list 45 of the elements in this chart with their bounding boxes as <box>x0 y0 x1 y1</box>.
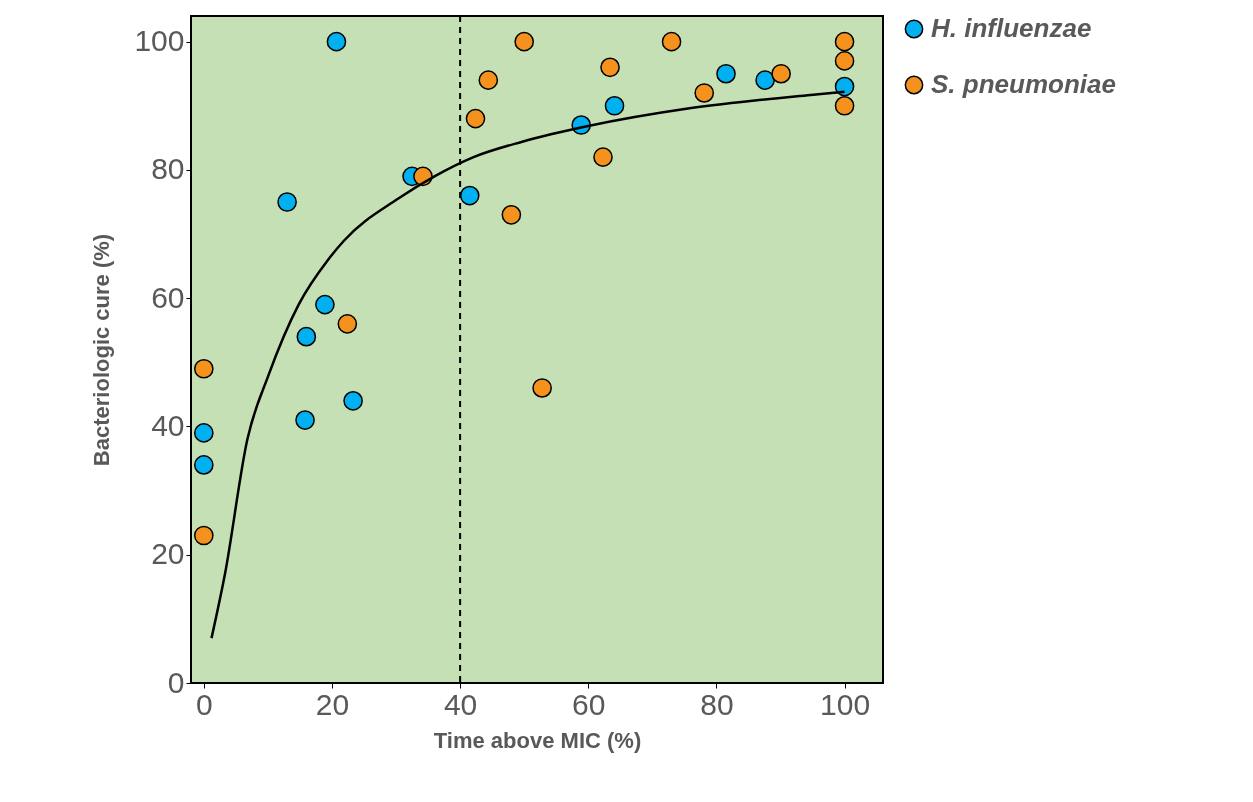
point <box>514 31 535 52</box>
point <box>834 31 855 52</box>
point <box>716 63 736 84</box>
legend-label: H. influenzae <box>931 13 1092 43</box>
point <box>834 76 855 97</box>
y-tick-label: 40 <box>151 408 185 442</box>
point <box>755 70 775 90</box>
point <box>193 358 214 379</box>
y-tick-label: 80 <box>151 152 185 186</box>
x-tick-label: 80 <box>700 687 734 721</box>
x-tick-label: 20 <box>315 687 350 721</box>
y-tick-label: 100 <box>134 24 185 58</box>
point <box>296 326 317 347</box>
point <box>478 70 499 90</box>
point <box>315 294 335 315</box>
point <box>193 423 214 443</box>
point <box>295 410 315 430</box>
x-axis-title: Time above MIC (%) <box>433 727 642 753</box>
point <box>193 455 214 475</box>
y-tick-label: 0 <box>167 665 185 699</box>
point <box>834 51 855 71</box>
y-tick-label: 60 <box>151 280 185 314</box>
point <box>326 31 347 52</box>
point <box>501 205 522 225</box>
point <box>532 378 552 398</box>
point <box>593 147 613 167</box>
point <box>600 57 620 78</box>
point <box>834 95 855 116</box>
legend-label: S. pneumoniae <box>931 69 1116 99</box>
point <box>337 314 358 334</box>
point <box>277 192 297 212</box>
point <box>661 31 682 52</box>
point <box>694 83 715 103</box>
point <box>465 108 486 129</box>
y-tick-label: 20 <box>151 537 185 571</box>
x-tick-label: 60 <box>572 687 606 721</box>
point <box>604 95 625 116</box>
x-tick-label: 100 <box>820 687 871 721</box>
x-tick-label: 40 <box>443 687 478 721</box>
point <box>771 63 791 84</box>
point <box>193 525 214 546</box>
point <box>459 185 480 206</box>
point <box>343 390 363 411</box>
y-axis-title: Bacteriologic cure (%) <box>89 233 115 467</box>
x-tick-label: 0 <box>195 687 213 721</box>
